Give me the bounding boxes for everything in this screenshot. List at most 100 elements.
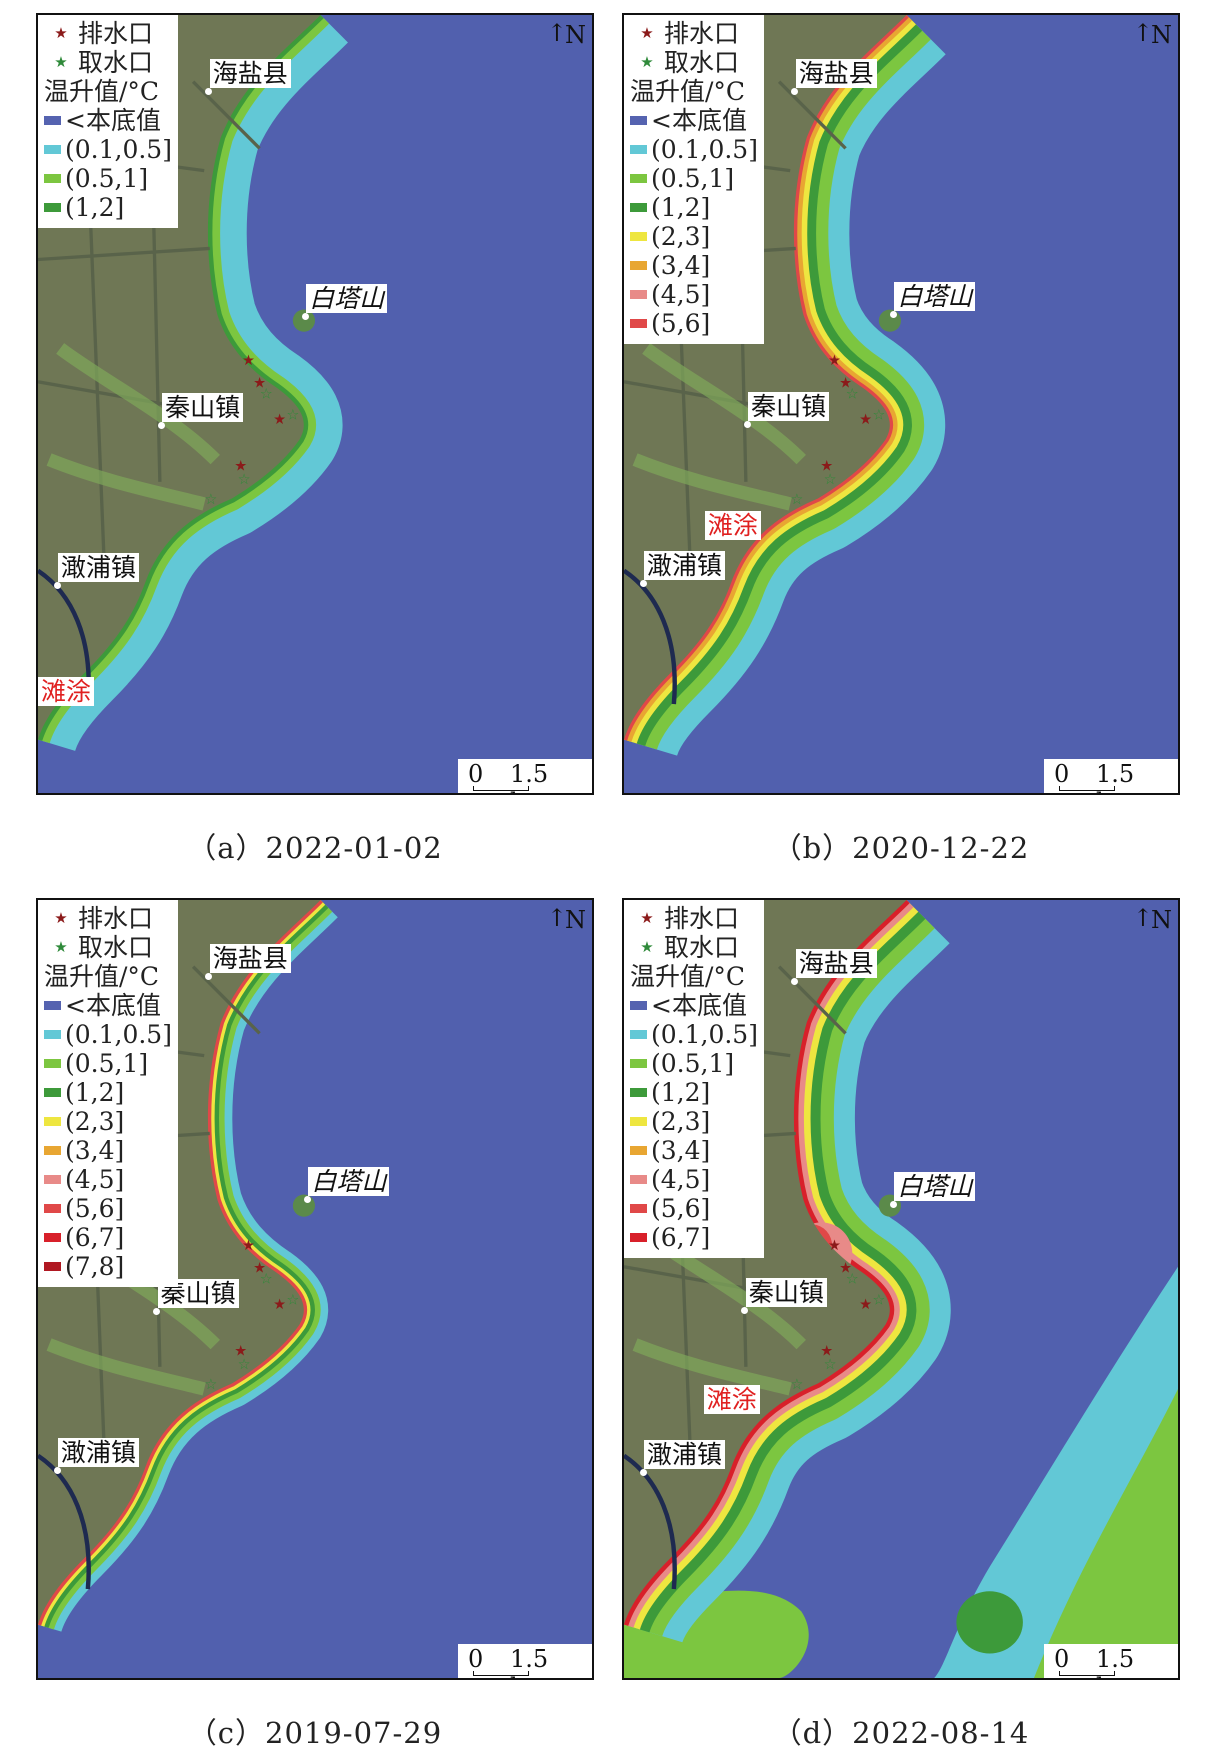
intake-marker: ☆ (260, 1271, 273, 1287)
legend-row-class: (0.1,0.5] (630, 135, 758, 164)
legend-label: 取水口 (664, 48, 740, 77)
legend-row-class: (1,2] (44, 193, 172, 222)
panel-b-caption: （b）2020-12-22 (772, 831, 1030, 865)
place-label-hy: 海盐县 (209, 59, 291, 89)
location-dot (157, 421, 165, 429)
discharge-outlet-marker: ★ (828, 1238, 841, 1254)
discharge-outlet-marker: ★ (859, 412, 872, 428)
legend: ★ 排水口 ★ 取水口 温升值/°C <本底值 (0.1,0.5] (0.5,1] (1,2](… (38, 900, 178, 1287)
north-label: N (565, 21, 586, 49)
intake-marker: ☆ (238, 472, 251, 488)
place-label-hy: 海盐县 (209, 944, 291, 974)
legend-row-class: (4,5] (630, 1165, 758, 1194)
legend-label: 取水口 (78, 48, 154, 77)
panel-c-map: ★ ★ ★ ★ ☆ ☆ ☆ ☆ 海盐县 白塔山 秦山镇 澉浦镇 ★ 排水口 ★ 取水口 温升值/°C <本底值 (0… (36, 898, 594, 1680)
baitashan-island (292, 309, 315, 332)
discharge-outlet-marker: ★ (234, 459, 247, 475)
legend-swatch (630, 1088, 647, 1097)
intake-marker: ☆ (790, 1377, 803, 1393)
discharge-outlet-marker: ★ (253, 1260, 266, 1276)
intake-marker: ☆ (824, 1357, 837, 1373)
legend-row-class: (2,3] (44, 1107, 172, 1136)
river (624, 1453, 677, 1590)
legend-row-discharge: ★ 排水口 (630, 904, 758, 933)
discharge-outlet-marker: ★ (242, 1238, 255, 1254)
place-label-tf: 滩涂 (38, 677, 95, 707)
legend-label: (0.5,1] (651, 164, 735, 193)
legend-label: (5,6] (651, 309, 711, 338)
legend-label: (4,5] (65, 1165, 125, 1194)
discharge-outlet-marker: ★ (859, 1297, 872, 1313)
north-label: N (1151, 906, 1172, 934)
farmland (632, 343, 806, 511)
north-arrow: ↑ N (1133, 21, 1172, 49)
legend-swatch (44, 1001, 61, 1010)
place-label-gp: 澉浦镇 (57, 552, 139, 582)
legend-swatch (44, 1204, 61, 1213)
legend-swatch (44, 203, 61, 212)
panel-a-map: ★ ★ ★ ★ ☆ ☆ ☆ ☆ 海盐县 白塔山 秦山镇 澉浦镇 滩涂 ★ 排水口 ★ 取水口 温升值/°C <本底值… (36, 13, 594, 795)
north-arrow-icon: ↑ (546, 904, 567, 932)
intake-marker: ☆ (204, 1377, 217, 1393)
legend-row-class: (0.5,1] (44, 1049, 172, 1078)
discharge-outlet-marker: ★ (839, 375, 852, 391)
legend-row-class: (4,5] (630, 280, 758, 309)
legend: ★ 排水口 ★ 取水口 温升值/°C <本底值 (0.1,0.5] (0.5,1] (1,2] (38, 15, 178, 228)
place-label-qs: 秦山镇 (748, 391, 830, 421)
legend-label: (0.5,1] (65, 164, 149, 193)
discharge-outlet-marker: ★ (820, 1344, 833, 1360)
legend: ★ 排水口 ★ 取水口 温升值/°C <本底值 (0.1,0.5] (0.5,1] (1,2](… (624, 15, 764, 344)
legend-label: 取水口 (664, 933, 740, 962)
legend-label: <本底值 (651, 991, 747, 1020)
legend-swatch (44, 1117, 61, 1126)
legend-row-intake: ★ 取水口 (630, 48, 758, 77)
legend-row-discharge: ★ 排水口 (630, 19, 758, 48)
intake-star-icon: ★ (640, 938, 654, 956)
legend-swatch (44, 1059, 61, 1068)
location-dot (301, 312, 309, 320)
legend-swatch (630, 1059, 647, 1068)
legend-row-class: (5,6] (630, 309, 758, 338)
legend-row-intake: ★ 取水口 (630, 933, 758, 962)
legend-swatch (630, 290, 647, 299)
discharge-outlet-marker: ★ (234, 1344, 247, 1360)
legend-label: (1,2] (651, 193, 711, 222)
legend-label: (0.1,0.5] (65, 1020, 172, 1049)
legend-title: 温升值/°C (44, 962, 160, 991)
legend-row-class: (1,2] (630, 1078, 758, 1107)
legend-label: (0.5,1] (651, 1049, 735, 1078)
legend-row-class: (3,4] (630, 251, 758, 280)
discharge-star-icon: ★ (54, 909, 68, 927)
legend-row-class: (0.1,0.5] (630, 1020, 758, 1049)
farmland (46, 343, 220, 511)
panel-c-caption: （c）2019-07-29 (187, 1716, 443, 1750)
discharge-outlet-marker: ★ (273, 412, 286, 428)
legend-label: (1,2] (651, 1078, 711, 1107)
panel-b-map: ★ ★ ★ ★ ☆ ☆ ☆ ☆ 海盐县 白塔山 秦山镇 澉浦镇 滩涂 ★ 排水口 ★ 取水口 温升值/°C <本底值… (622, 13, 1180, 795)
discharge-outlet-marker: ★ (253, 375, 266, 391)
legend-swatch (630, 319, 647, 328)
river (624, 568, 677, 705)
legend-label: (0.1,0.5] (651, 135, 758, 164)
place-label-bt: 白塔山 (306, 283, 388, 313)
legend-swatch (630, 174, 647, 183)
scale-bar-line (1059, 1671, 1115, 1676)
discharge-star-icon: ★ (640, 909, 654, 927)
scale-bar: 01.5 km (1044, 759, 1178, 793)
location-dot (205, 88, 213, 96)
legend-label: (7,8] (65, 1252, 125, 1281)
legend-label: 排水口 (78, 19, 154, 48)
legend-label: <本底值 (65, 106, 161, 135)
panel-d-map: ★ ★ ★ ★ ☆ ☆ ☆ ☆ 海盐县 白塔山 秦山镇 澉浦镇 滩涂 ★ 排水口 ★ 取水口 温升值/°C <本底值… (622, 898, 1180, 1680)
place-label-hy: 海盐县 (795, 59, 877, 89)
legend-row-class: (5,6] (44, 1194, 172, 1223)
legend-swatch (630, 145, 647, 154)
legend-label: (5,6] (65, 1194, 125, 1223)
location-dot (639, 1469, 647, 1477)
legend-label: (6,7] (65, 1223, 125, 1252)
map-canvas: ★★★★☆☆☆☆ (624, 900, 1178, 1678)
intake-marker: ☆ (238, 1357, 251, 1373)
discharge-star-icon: ★ (640, 24, 654, 42)
legend-label: (3,4] (65, 1136, 125, 1165)
